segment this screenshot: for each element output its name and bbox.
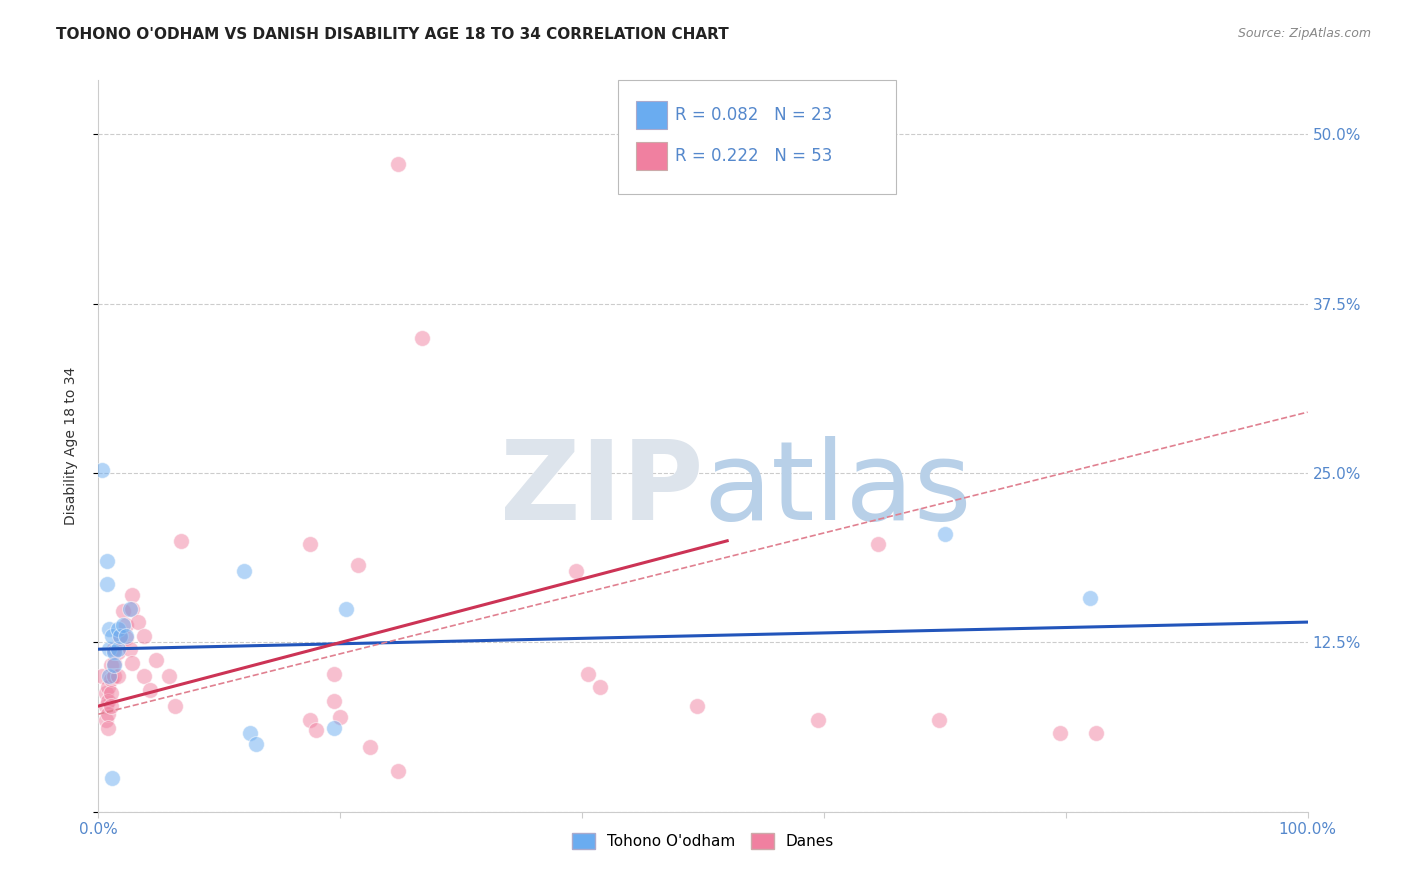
Point [107, 622, 129, 636]
Point [305, 723, 328, 738]
Point [329, 710, 352, 724]
Point [807, 713, 830, 727]
Point [121, 601, 143, 615]
Point [111, 604, 134, 618]
Point [96, 554, 118, 568]
Point [323, 666, 346, 681]
Point [103, 642, 125, 657]
Point [103, 658, 125, 673]
Point [100, 685, 122, 699]
Text: R = 0.222   N = 53: R = 0.222 N = 53 [675, 146, 832, 165]
Point [323, 721, 346, 735]
Point [139, 682, 162, 697]
Point [107, 642, 129, 657]
Point [145, 653, 167, 667]
Text: Source: ZipAtlas.com: Source: ZipAtlas.com [1237, 27, 1371, 40]
Point [360, 739, 382, 754]
Point [1049, 726, 1071, 740]
Point [928, 713, 950, 727]
Point [103, 645, 125, 659]
Point [868, 536, 890, 550]
Point [115, 632, 138, 646]
Point [94, 685, 117, 699]
Text: ZIP: ZIP [499, 436, 703, 543]
Point [98, 622, 121, 636]
Text: TOHONO O'ODHAM VS DANISH DISABILITY AGE 18 TO 34 CORRELATION CHART: TOHONO O'ODHAM VS DANISH DISABILITY AGE … [56, 27, 728, 42]
Point [686, 699, 709, 714]
Point [299, 713, 322, 727]
Point [111, 617, 134, 632]
Point [100, 629, 122, 643]
Point [245, 737, 267, 751]
Point [98, 669, 121, 683]
FancyBboxPatch shape [619, 80, 897, 194]
Point [108, 632, 131, 646]
Point [157, 669, 180, 683]
Point [91, 463, 114, 477]
Point [121, 656, 143, 670]
Point [239, 726, 262, 740]
Y-axis label: Disability Age 18 to 34: Disability Age 18 to 34 [63, 367, 77, 525]
Point [107, 669, 129, 683]
Point [103, 669, 125, 683]
Point [163, 699, 186, 714]
Point [589, 680, 612, 694]
Point [118, 601, 141, 615]
Point [100, 658, 122, 673]
Point [565, 564, 588, 578]
Point [134, 669, 156, 683]
Point [411, 331, 433, 345]
Point [121, 588, 143, 602]
Point [347, 558, 370, 573]
Legend: Tohono O'odham, Danes: Tohono O'odham, Danes [565, 827, 841, 855]
Point [169, 533, 191, 548]
Point [232, 564, 254, 578]
Point [576, 666, 599, 681]
Bar [637, 143, 666, 170]
Point [97, 707, 120, 722]
Point [118, 642, 141, 657]
Point [100, 672, 122, 686]
Point [97, 721, 120, 735]
Point [94, 713, 117, 727]
Point [108, 629, 131, 643]
Point [134, 629, 156, 643]
Point [323, 693, 346, 707]
Bar [637, 102, 666, 129]
Point [387, 157, 409, 171]
Point [97, 680, 120, 694]
Point [335, 601, 357, 615]
Point [96, 577, 118, 591]
Point [387, 764, 409, 778]
Text: R = 0.082   N = 23: R = 0.082 N = 23 [675, 105, 832, 124]
Text: atlas: atlas [703, 436, 972, 543]
Point [115, 629, 138, 643]
Point [94, 699, 117, 714]
Point [127, 615, 149, 629]
Point [934, 527, 956, 541]
Point [100, 699, 122, 714]
Point [1078, 591, 1101, 605]
Point [98, 642, 121, 657]
Point [299, 536, 322, 550]
Point [91, 669, 114, 683]
Point [97, 693, 120, 707]
Point [115, 617, 138, 632]
Point [100, 771, 122, 785]
Point [1085, 726, 1108, 740]
Point [103, 656, 125, 670]
Point [107, 645, 129, 659]
